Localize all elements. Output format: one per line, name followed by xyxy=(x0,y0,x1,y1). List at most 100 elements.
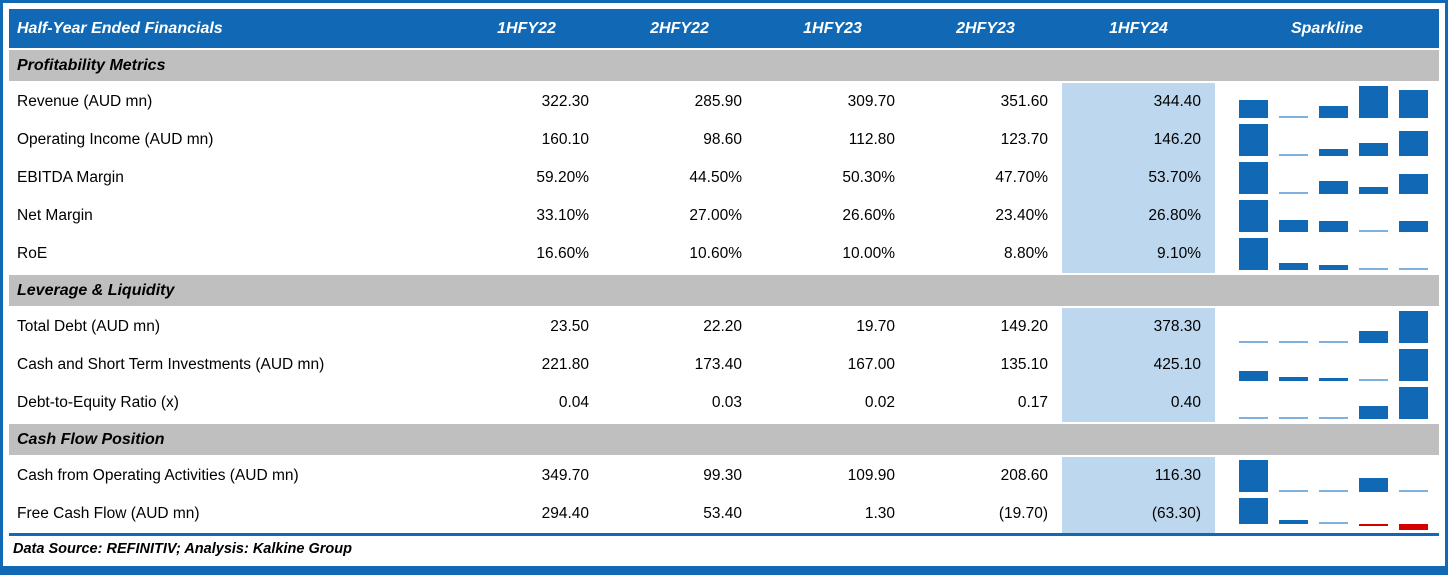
row-label: Free Cash Flow (AUD mn) xyxy=(17,505,200,522)
value-cell: 0.02 xyxy=(864,394,895,411)
table-row: Debt-to-Equity Ratio (x) 0.04 0.03 0.02 0.17… xyxy=(9,384,1439,422)
value-cell: 9.10% xyxy=(1062,235,1215,273)
sparkline-bar xyxy=(1399,220,1428,232)
sparkline-bar xyxy=(1239,371,1268,381)
sparkline-bar xyxy=(1239,417,1268,419)
sparkline-bar xyxy=(1359,406,1388,419)
value-cell: 160.10 xyxy=(541,131,589,148)
value-cell: 22.20 xyxy=(703,318,742,335)
table-row: Cash and Short Term Investments (AUD mn)… xyxy=(9,346,1439,384)
sparkline-bar xyxy=(1239,238,1268,270)
table-row: EBITDA Margin 59.20% 44.50% 50.30% 47.70% 53.… xyxy=(9,159,1439,197)
value-cell: 0.04 xyxy=(558,394,589,411)
sparkline-bar xyxy=(1399,89,1428,118)
row-label: EBITDA Margin xyxy=(17,169,124,186)
value-cell: 47.70% xyxy=(995,169,1048,186)
sparkline-bar xyxy=(1239,162,1268,194)
value-cell: 23.50 xyxy=(550,318,589,335)
value-cell: 349.70 xyxy=(541,467,589,484)
sparkline-bar xyxy=(1239,498,1268,525)
sparkline-cell xyxy=(1215,308,1439,346)
sparkline-cell xyxy=(1215,457,1439,495)
value-cell: 351.60 xyxy=(1000,93,1048,110)
value-cell: 26.80% xyxy=(1062,197,1215,235)
table-row: RoE 16.60% 10.60% 10.00% 8.80% 9.10% xyxy=(9,235,1439,273)
sparkline-bar xyxy=(1399,489,1428,492)
sparkline-bar xyxy=(1319,522,1348,525)
table-row: Operating Income (AUD mn) 160.10 98.60 112.… xyxy=(9,121,1439,159)
row-label: Operating Income (AUD mn) xyxy=(17,131,214,148)
value-cell: 44.50% xyxy=(689,169,742,186)
value-cell: 344.40 xyxy=(1062,83,1215,121)
sparkline-bar xyxy=(1279,154,1308,156)
row-label: Net Margin xyxy=(17,207,93,224)
sparkline-bar xyxy=(1319,221,1348,232)
value-cell: 294.40 xyxy=(541,505,589,522)
sparkline-bar xyxy=(1399,174,1428,194)
sparkline-bar xyxy=(1239,100,1268,118)
value-cell: 26.60% xyxy=(842,207,895,224)
value-cell: 173.40 xyxy=(694,356,742,373)
sparkline-bar xyxy=(1399,131,1428,156)
value-cell: 221.80 xyxy=(541,356,589,373)
value-cell: 27.00% xyxy=(689,207,742,224)
sparkline-cell xyxy=(1215,346,1439,384)
value-cell: 99.30 xyxy=(703,467,742,484)
value-cell: 16.60% xyxy=(536,245,589,262)
table-row: Revenue (AUD mn) 322.30 285.90 309.70 351.60… xyxy=(9,83,1439,121)
sparkline-bar xyxy=(1399,311,1428,343)
value-cell: 8.80% xyxy=(1004,245,1048,262)
data-source-note: Data Source: REFINITIV; Analysis: Kalkin… xyxy=(9,533,1439,562)
sparkline-bar xyxy=(1239,341,1268,343)
column-header-sparkline: Sparkline xyxy=(1290,19,1364,37)
value-cell: 322.30 xyxy=(541,93,589,110)
sparkline-cell xyxy=(1215,159,1439,197)
row-label: RoE xyxy=(17,245,48,262)
value-cell: 33.10% xyxy=(536,207,589,224)
sparkline-bar xyxy=(1319,181,1348,194)
sparkline-bar xyxy=(1279,116,1308,118)
table-header-row: Half-Year Ended Financials 1HFY22 2HFY22… xyxy=(9,9,1439,48)
value-cell: 135.10 xyxy=(1000,356,1048,373)
sparkline-bar xyxy=(1279,341,1308,343)
sparkline-bar xyxy=(1239,460,1268,492)
sparkline-bar xyxy=(1359,524,1388,527)
sparkline-bar xyxy=(1279,519,1308,525)
sparkline-cell xyxy=(1215,384,1439,422)
sparkline-bar xyxy=(1359,268,1388,270)
sparkline-bar xyxy=(1399,387,1428,419)
value-cell: 309.70 xyxy=(847,93,895,110)
sparkline-bar xyxy=(1279,192,1308,194)
table-row: Cash from Operating Activities (AUD mn) 3… xyxy=(9,457,1439,495)
sparkline-bar xyxy=(1319,377,1348,381)
sparkline-bar xyxy=(1319,417,1348,419)
row-label: Cash and Short Term Investments (AUD mn) xyxy=(17,356,325,373)
value-cell: 285.90 xyxy=(694,93,742,110)
column-header-1hfy24: 1HFY24 xyxy=(1109,19,1168,37)
section-header: Cash Flow Position xyxy=(9,422,1439,457)
sparkline-bar xyxy=(1399,349,1428,381)
column-header-2hfy23: 2HFY23 xyxy=(956,19,1015,37)
sparkline-bar xyxy=(1319,490,1348,492)
sparkline-bar xyxy=(1399,268,1428,270)
value-cell: (19.70) xyxy=(998,505,1048,522)
value-cell: 53.40 xyxy=(703,505,742,522)
table-title: Half-Year Ended Financials xyxy=(17,19,223,37)
sparkline-cell xyxy=(1215,235,1439,273)
value-cell: 149.20 xyxy=(1000,318,1048,335)
value-cell: (63.30) xyxy=(1062,495,1215,533)
sparkline-bar xyxy=(1319,341,1348,343)
value-cell: 10.00% xyxy=(842,245,895,262)
column-header-1hfy23: 1HFY23 xyxy=(803,19,862,37)
sparkline-cell xyxy=(1215,83,1439,121)
table-row: Net Margin 33.10% 27.00% 26.60% 23.40% 26.80% xyxy=(9,197,1439,235)
sparkline-bar xyxy=(1279,376,1308,381)
value-cell: 50.30% xyxy=(842,169,895,186)
row-label: Total Debt (AUD mn) xyxy=(17,318,160,335)
table-body: Profitability Metrics Revenue (AUD mn) 322… xyxy=(9,48,1439,533)
sparkline-bar xyxy=(1279,490,1308,492)
row-label: Cash from Operating Activities (AUD mn) xyxy=(17,467,299,484)
sparkline-bar xyxy=(1319,265,1348,270)
value-cell: 109.90 xyxy=(847,467,895,484)
section-header: Leverage & Liquidity xyxy=(9,273,1439,308)
